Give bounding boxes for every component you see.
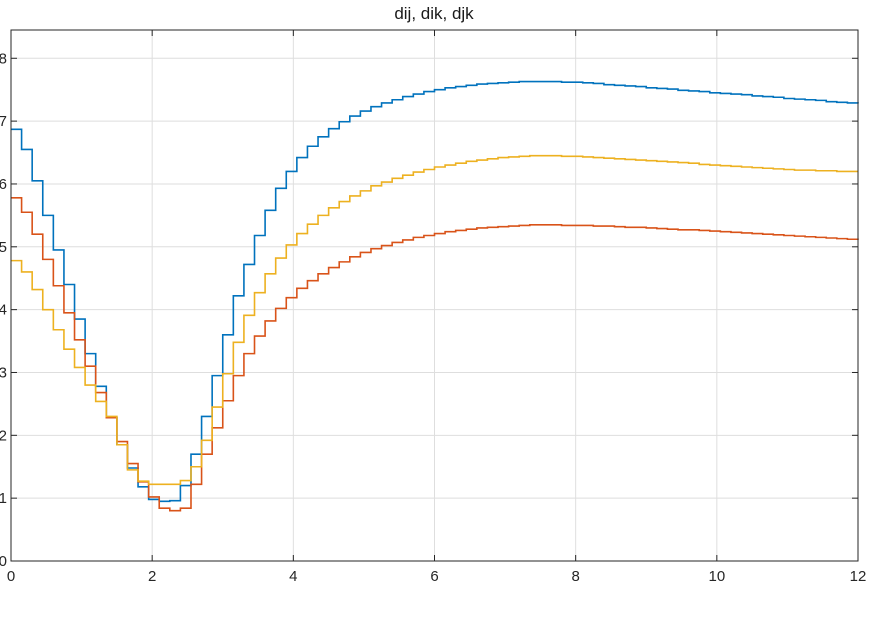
axes <box>10 29 859 562</box>
chart-title: dij, dik, djk <box>394 4 474 23</box>
x-tick-label-8: 8 <box>571 568 579 585</box>
y-tick-label-2: 2 <box>0 427 7 444</box>
y-tick-label-6: 6 <box>0 176 7 193</box>
y-tick-label-5: 5 <box>0 239 7 256</box>
y-tick-label-0: 0 <box>0 553 7 570</box>
series-lines <box>11 80 859 512</box>
x-tick-label-12: 12 <box>850 568 867 585</box>
grid <box>11 30 858 561</box>
x-tick-label-10: 10 <box>708 568 725 585</box>
series-line-dik <box>11 196 859 512</box>
x-tick-label-4: 4 <box>289 568 297 585</box>
y-tick-label-3: 3 <box>0 364 7 381</box>
series-line-djk <box>11 154 858 486</box>
y-tick-label-8: 8 <box>0 50 7 67</box>
y-tick-label-1: 1 <box>0 490 7 507</box>
y-tick-label-4: 4 <box>0 302 7 319</box>
x-tick-label-0: 0 <box>7 568 15 585</box>
y-tick-label-7: 7 <box>0 113 7 130</box>
x-tick-label-6: 6 <box>430 568 438 585</box>
x-tick-label-2: 2 <box>148 568 156 585</box>
series-line-dij <box>11 80 859 503</box>
